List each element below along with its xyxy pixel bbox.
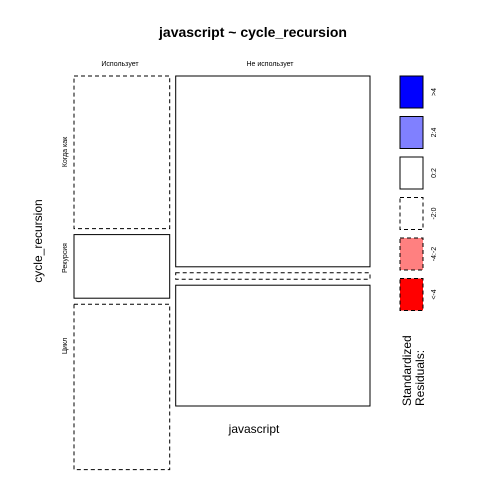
legend-label-2: 0:2 <box>431 168 438 178</box>
legend-label-5: <-4 <box>431 289 438 299</box>
legend-label-1: 2:4 <box>431 128 438 138</box>
legend-swatch-1 <box>399 116 424 149</box>
legend-title: Standardized Residuals: <box>400 332 427 406</box>
mosaic-cell-0-2 <box>73 303 171 471</box>
x-axis-label: javascript <box>228 422 280 436</box>
y-level-label-1: Рекурсия <box>62 243 69 273</box>
mosaic-cell-1-1 <box>175 272 371 280</box>
x-level-label-1: Не использует <box>247 61 295 68</box>
x-level-label-0: Использует <box>101 61 139 68</box>
legend-swatch-4 <box>399 237 424 271</box>
mosaic-cells <box>73 75 371 471</box>
legend-swatch-2 <box>399 156 424 190</box>
legend-swatch-3 <box>399 197 424 230</box>
y-axis-label: cycle_recursion <box>31 199 45 282</box>
y-level-label-0: Когда как <box>62 136 69 167</box>
legend-label-4: -4:-2 <box>431 247 438 262</box>
chart-title: javascript ~ cycle_recursion <box>158 24 347 40</box>
mosaic-cell-1-0 <box>175 75 371 268</box>
legend: >4 2:4 0:2 -2:0 -4:-2 <-4 <box>399 75 438 311</box>
legend-swatch-5 <box>399 278 424 311</box>
mosaic-cell-1-2 <box>175 284 371 407</box>
legend-swatch-0 <box>399 75 424 109</box>
mosaic-cell-0-1 <box>73 234 171 299</box>
y-level-label-2: Цикл <box>62 338 69 354</box>
legend-label-0: >4 <box>431 88 438 96</box>
mosaic-cell-0-0 <box>73 75 171 230</box>
legend-label-3: -2:0 <box>431 207 438 219</box>
